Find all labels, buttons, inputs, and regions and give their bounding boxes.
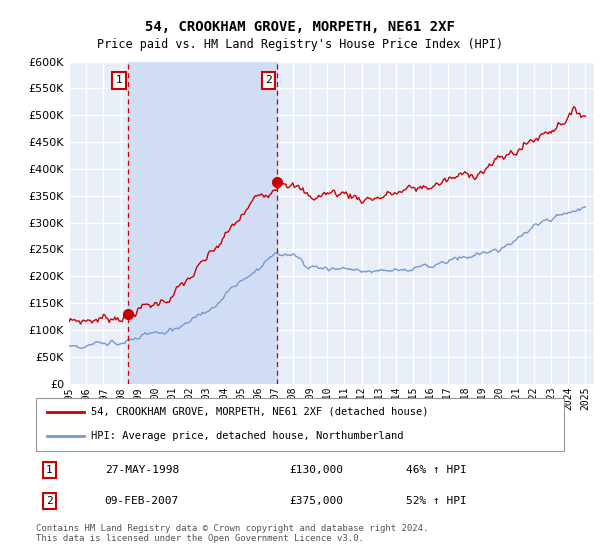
Text: 27-MAY-1998: 27-MAY-1998 xyxy=(104,465,179,475)
Text: 46% ↑ HPI: 46% ↑ HPI xyxy=(406,465,466,475)
Text: £375,000: £375,000 xyxy=(289,496,343,506)
Text: 54, CROOKHAM GROVE, MORPETH, NE61 2XF: 54, CROOKHAM GROVE, MORPETH, NE61 2XF xyxy=(145,20,455,34)
Text: 54, CROOKHAM GROVE, MORPETH, NE61 2XF (detached house): 54, CROOKHAM GROVE, MORPETH, NE61 2XF (d… xyxy=(91,407,429,417)
Text: Contains HM Land Registry data © Crown copyright and database right 2024.
This d: Contains HM Land Registry data © Crown c… xyxy=(36,524,428,543)
Text: 09-FEB-2007: 09-FEB-2007 xyxy=(104,496,179,506)
FancyBboxPatch shape xyxy=(36,398,564,451)
Text: 2: 2 xyxy=(46,496,53,506)
Text: 1: 1 xyxy=(46,465,53,475)
Text: 2: 2 xyxy=(265,76,272,85)
Text: £130,000: £130,000 xyxy=(289,465,343,475)
Text: 1: 1 xyxy=(116,76,122,85)
Text: Price paid vs. HM Land Registry's House Price Index (HPI): Price paid vs. HM Land Registry's House … xyxy=(97,38,503,51)
Text: 52% ↑ HPI: 52% ↑ HPI xyxy=(406,496,466,506)
Text: HPI: Average price, detached house, Northumberland: HPI: Average price, detached house, Nort… xyxy=(91,431,404,441)
Bar xyxy=(128,62,277,384)
